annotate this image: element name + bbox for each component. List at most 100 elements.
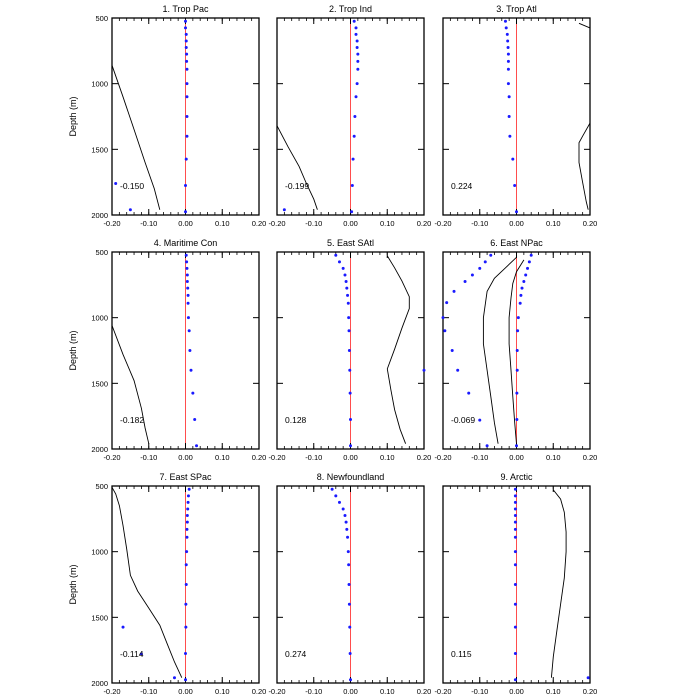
profile-dot [188, 349, 192, 352]
profile-dot [513, 487, 517, 491]
profile-dot [185, 115, 189, 118]
profile-dot [456, 368, 460, 372]
panel-annotation: -0.199 [285, 181, 309, 191]
x-tick-label: -0.20 [434, 687, 451, 696]
profile-dot [515, 391, 519, 395]
profile-dot [346, 535, 350, 539]
profile-line [276, 125, 318, 210]
profile-line [578, 122, 591, 210]
profile-dot [513, 535, 517, 539]
panel-title: 3. Trop Atl [496, 4, 537, 14]
profile-dot [513, 507, 517, 511]
profile-dot [506, 52, 510, 56]
profile-dot [506, 59, 510, 63]
profile-dot [195, 444, 199, 448]
x-tick-label: -0.10 [471, 453, 488, 462]
profile-dot [506, 39, 510, 43]
panel-9: 9. Arctic -0.20 -0.10 0.00 0.10 0.20 0.115 [434, 472, 597, 696]
profile-dot [184, 26, 187, 30]
x-tick-label: -0.10 [140, 219, 157, 228]
profile-dot [185, 82, 189, 86]
profile-dot [515, 368, 519, 372]
profile-dot [355, 39, 359, 43]
x-tick-label: -0.10 [305, 453, 322, 462]
x-tick-label: -0.10 [471, 687, 488, 696]
profile-dot [526, 266, 530, 270]
y-axis-label: Depth (m) [68, 96, 78, 136]
profile-dot [139, 652, 143, 656]
profile-dot [186, 301, 190, 305]
profile-dot [346, 301, 350, 305]
profile-dot [185, 59, 189, 63]
profile-dot [463, 280, 467, 284]
profile-dot [184, 19, 187, 23]
profile-dot [187, 329, 191, 333]
profile-dot [193, 417, 197, 421]
y-tick-label: 500 [95, 14, 108, 23]
profile-dot [513, 494, 517, 498]
x-tick-label: 0.00 [178, 453, 193, 462]
profile-dot [347, 329, 351, 333]
profile-dot [184, 46, 188, 50]
profile-dot [507, 95, 511, 99]
profile-dot [586, 676, 590, 680]
x-tick-label: -0.10 [140, 687, 157, 696]
profile-dot [352, 19, 356, 23]
profile-dot [478, 418, 482, 422]
profile-dot [185, 273, 189, 277]
x-tick-label: 0.10 [546, 687, 561, 696]
x-tick-label: 0.00 [509, 687, 524, 696]
profile-dot [351, 157, 355, 161]
profile-dot [513, 563, 517, 567]
profile-dot [516, 329, 520, 333]
profile-dot [185, 520, 189, 524]
profile-dot [513, 583, 517, 586]
profile-dot [350, 183, 354, 187]
profile-dot [356, 67, 360, 71]
profile-dot [185, 67, 189, 71]
panel-6: 6. East NPac -0.20 -0.10 0.00 0.10 0.20 -0.069 [434, 238, 597, 462]
profile-dot [508, 134, 512, 138]
profile-dot [353, 115, 357, 118]
profile-dot [185, 535, 189, 539]
profile-dot [348, 651, 352, 655]
profile-dot [186, 500, 190, 504]
x-tick-label: 0.20 [583, 453, 598, 462]
profile-dot [184, 563, 188, 567]
x-tick-label: -0.20 [434, 219, 451, 228]
x-tick-label: 0.00 [343, 219, 358, 228]
profile-dot [184, 678, 187, 682]
x-tick-label: 0.20 [417, 687, 432, 696]
panel-title: 4. Maritime Con [154, 238, 218, 248]
profile-dot [515, 444, 518, 448]
profile-dot [346, 550, 350, 554]
x-tick-label: -0.20 [103, 453, 120, 462]
profile-dot [347, 349, 351, 352]
profile-line [111, 487, 183, 678]
x-tick-label: 0.10 [215, 687, 230, 696]
y-tick-label: 1500 [91, 613, 108, 622]
profile-dot [184, 183, 187, 187]
profile-dot [506, 46, 510, 50]
y-tick-label: 2000 [91, 679, 108, 688]
profile-dot [282, 208, 286, 212]
profile-dot [350, 210, 354, 214]
panel-annotation: 0.115 [451, 649, 472, 659]
profile-dot [513, 527, 517, 531]
profile-dot [513, 500, 517, 504]
profile-dot [505, 32, 509, 36]
panel-4: 4. Maritime Con -0.20 -0.10 0.00 0.10 0.20 500… [68, 238, 266, 462]
x-tick-label: -0.10 [305, 219, 322, 228]
x-tick-label: -0.20 [268, 219, 285, 228]
profile-dot [345, 527, 349, 531]
profile-dot [185, 266, 189, 270]
profile-dot [527, 260, 531, 264]
x-tick-label: 0.10 [380, 453, 395, 462]
x-tick-label: 0.10 [546, 453, 561, 462]
profile-dot [186, 286, 190, 290]
profile-dot [184, 602, 188, 606]
profile-dot [450, 349, 454, 352]
profile-dot [519, 293, 523, 297]
panel-annotation: -0.069 [451, 415, 475, 425]
